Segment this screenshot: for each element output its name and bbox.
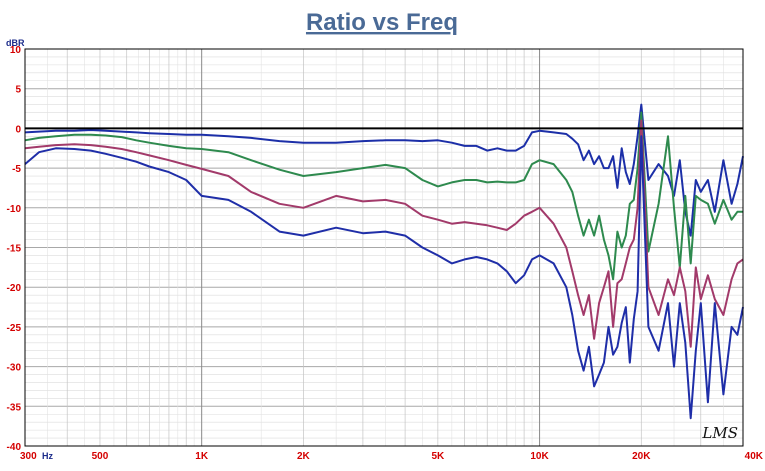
y-tick-label: -25 (7, 323, 22, 334)
x-tick-label: 40K (745, 451, 764, 462)
series-line-4 (24, 135, 744, 420)
x-tick-label: 1K (195, 451, 209, 462)
y-tick-label: -10 (7, 204, 22, 215)
y-tick-label: 5 (15, 85, 21, 96)
y-axis-label: dBR (6, 38, 25, 48)
x-tick-label: 500 (92, 451, 109, 462)
y-tick-label: -5 (12, 164, 21, 175)
y-tick-labels: 10 5 0 -5 -10 -15 -20 -25 -30 -35 -40 (7, 45, 22, 453)
x-tick-label: 20K (632, 451, 651, 462)
series-line-1 (24, 103, 744, 237)
chart-title: Ratio vs Freq (306, 9, 458, 36)
x-tick-label: 2K (297, 451, 311, 462)
y-tick-label: -30 (7, 363, 22, 374)
x-axis-unit-label: Hz (42, 451, 53, 461)
x-tick-label: 5K (431, 451, 445, 462)
lms-logo: LMS (701, 424, 738, 442)
y-tick-label: 0 (15, 124, 21, 135)
y-tick-label: -35 (7, 402, 22, 413)
x-tick-labels: 300 500 1K 2K 5K 10K 20K 40K (20, 451, 764, 462)
series-line-3 (24, 119, 744, 348)
series-lines (24, 103, 744, 420)
x-tick-label: 300 (20, 451, 37, 462)
y-tick-label: -40 (7, 442, 22, 453)
x-tick-label: 10K (530, 451, 549, 462)
grid (24, 48, 744, 447)
series-line-2 (24, 111, 743, 281)
y-tick-label: -15 (7, 244, 22, 255)
y-tick-label: 10 (10, 45, 22, 56)
y-tick-label: -20 (7, 283, 22, 294)
plot-frame (24, 48, 744, 447)
